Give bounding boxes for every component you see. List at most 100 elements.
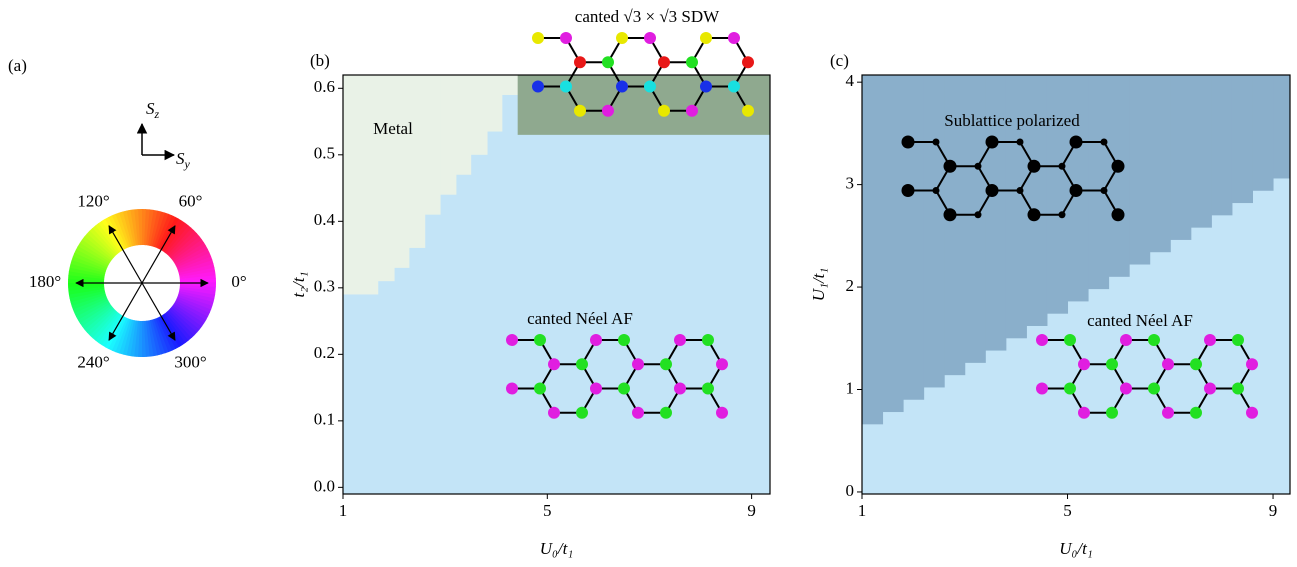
y-axis-label: t₂/t₁ — [289, 272, 308, 298]
lattice-site — [658, 105, 670, 117]
lattice-site — [1101, 139, 1108, 146]
lattice-site — [1204, 334, 1216, 346]
lattice-site — [1106, 358, 1118, 370]
y-tick-label: 0.6 — [314, 77, 335, 96]
lattice-site — [1036, 334, 1048, 346]
lattice-site — [1017, 139, 1024, 146]
lattice-site — [986, 136, 999, 149]
lattice-site — [602, 105, 614, 117]
phase-region-step — [343, 75, 378, 294]
lattice-site — [1064, 382, 1076, 394]
phase-region-step — [456, 75, 471, 175]
x-tick-label: 5 — [1063, 501, 1072, 520]
region-label: canted √3 × √3 SDW — [575, 7, 720, 26]
lattice-site — [1148, 334, 1160, 346]
y-tick-label: 2 — [846, 276, 855, 295]
lattice-site — [944, 208, 957, 221]
lattice-site — [1162, 407, 1174, 419]
lattice-site — [1070, 136, 1083, 149]
lattice-site — [534, 334, 546, 346]
panel-label: (a) — [8, 56, 27, 75]
lattice-site — [618, 334, 630, 346]
lattice-site — [933, 139, 940, 146]
y-axis-label: U₁/t₁ — [809, 268, 828, 302]
phase-region-step — [502, 75, 518, 95]
lattice-site — [632, 358, 644, 370]
lattice-site — [1059, 211, 1066, 218]
phase-region-step — [487, 75, 502, 132]
x-tick-label: 5 — [543, 501, 552, 520]
lattice-site — [1028, 160, 1041, 173]
lattice-site — [674, 382, 686, 394]
lattice-site — [728, 32, 740, 44]
lattice-site — [944, 160, 957, 173]
lattice-site — [658, 56, 670, 68]
lattice-site — [1101, 187, 1108, 194]
lattice-site — [1190, 407, 1202, 419]
lattice-site — [1204, 382, 1216, 394]
lattice-site — [700, 32, 712, 44]
lattice-site — [686, 56, 698, 68]
phase-region-step — [425, 75, 441, 215]
lattice-site — [1232, 382, 1244, 394]
phase-region-step — [883, 75, 904, 412]
lattice-site — [902, 136, 915, 149]
phase-region-step — [903, 75, 924, 400]
lattice-site — [532, 32, 544, 44]
lattice-site — [1120, 382, 1132, 394]
lattice-site — [975, 163, 982, 170]
phase-region-step — [1211, 75, 1232, 215]
lattice-site — [660, 407, 672, 419]
angle-label: 0° — [231, 272, 246, 291]
lattice-site — [644, 80, 656, 92]
phase-region-step — [1088, 75, 1109, 289]
phase-region-step — [1150, 75, 1171, 252]
lattice-site — [1162, 358, 1174, 370]
lattice-site — [548, 407, 560, 419]
lattice-site — [1246, 358, 1258, 370]
lattice-site — [1078, 407, 1090, 419]
lattice-site — [975, 211, 982, 218]
lattice-site — [674, 334, 686, 346]
x-tick-label: 1 — [339, 501, 348, 520]
y-tick-label: 0.5 — [314, 144, 335, 163]
phase-region-step — [1232, 75, 1253, 203]
lattice-site — [702, 334, 714, 346]
lattice-site — [660, 358, 672, 370]
lattice-site — [632, 407, 644, 419]
lattice-site — [1112, 208, 1125, 221]
region-label: Sublattice polarized — [944, 111, 1080, 130]
lattice-site — [986, 184, 999, 197]
y-tick-label: 0.3 — [314, 277, 335, 296]
lattice-site — [616, 80, 628, 92]
y-tick-label: 0.0 — [314, 476, 335, 495]
lattice-site — [742, 56, 754, 68]
lattice-site — [1028, 208, 1041, 221]
lattice-site — [590, 334, 602, 346]
lattice-site — [1232, 334, 1244, 346]
lattice-site — [742, 105, 754, 117]
phase-region-step — [924, 75, 945, 387]
phase-region-step — [378, 75, 395, 281]
y-tick-label: 3 — [846, 174, 855, 193]
angle-label: 120° — [77, 191, 109, 210]
phase-region-step — [409, 75, 425, 248]
y-tick-label: 0.2 — [314, 343, 335, 362]
region-label: canted Néel AF — [527, 309, 633, 328]
angle-label: 300° — [174, 352, 206, 371]
lattice-site — [1112, 160, 1125, 173]
phase-region-step — [1170, 75, 1191, 240]
figure: (a)0°60°120°180°240°300°SzSycanted Néel … — [0, 0, 1297, 567]
y-tick-label: 0.4 — [314, 210, 336, 229]
lattice-site — [1017, 187, 1024, 194]
y-tick-label: 0.1 — [314, 410, 335, 429]
lattice-site — [560, 80, 572, 92]
phase-region-step — [862, 75, 883, 424]
axis-label: Sz — [146, 99, 160, 121]
lattice-site — [506, 334, 518, 346]
lattice-site — [1106, 407, 1118, 419]
phase-region-step — [471, 75, 488, 155]
phase-region-step — [394, 75, 409, 268]
x-tick-label: 9 — [1269, 501, 1278, 520]
panel-label: (b) — [310, 51, 330, 70]
